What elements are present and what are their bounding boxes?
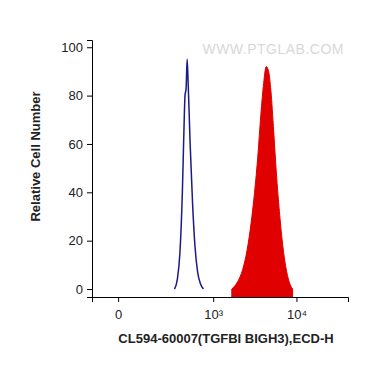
x-tick-label: 10³ bbox=[204, 307, 223, 322]
y-tick-label: 0 bbox=[76, 282, 83, 297]
y-axis-line bbox=[87, 41, 93, 298]
y-tick-mark bbox=[87, 289, 92, 290]
x-tick-label: 10⁴ bbox=[287, 307, 307, 322]
y-tick: 100 bbox=[61, 40, 92, 55]
y-tick-label: 20 bbox=[69, 233, 83, 248]
y-tick: 80 bbox=[69, 88, 92, 103]
x-axis: 0 10³ 10⁴ bbox=[93, 297, 349, 322]
y-tick: 60 bbox=[69, 137, 92, 152]
x-axis-line bbox=[93, 298, 349, 303]
y-tick-label: 80 bbox=[69, 88, 83, 103]
y-tick: 20 bbox=[69, 233, 92, 248]
marks bbox=[175, 59, 293, 297]
y-tick-label: 100 bbox=[61, 40, 83, 55]
y-tick-mark bbox=[87, 241, 92, 242]
x-axis-title: CL594-60007(TGFBI BIGH3),ECD-H bbox=[118, 331, 333, 346]
y-tick: 0 bbox=[76, 282, 92, 297]
y-axis: 0 20 40 60 80 100 bbox=[61, 40, 92, 298]
chart: WWW.PTGLAB.COM 0 10³ 10⁴ 0 20 40 60 80 100 CL594-6… bbox=[0, 0, 370, 367]
y-tick-mark bbox=[87, 192, 92, 193]
x-tick-mark bbox=[118, 297, 119, 302]
watermark: WWW.PTGLAB.COM bbox=[202, 41, 344, 57]
x-tick-mark bbox=[296, 297, 297, 302]
y-tick-label: 40 bbox=[69, 185, 83, 200]
y-tick: 40 bbox=[69, 185, 92, 200]
x-tick: 10³ bbox=[204, 297, 223, 322]
y-tick-mark bbox=[87, 144, 92, 145]
y-axis-title: Relative Cell Number bbox=[28, 91, 43, 221]
x-tick: 10⁴ bbox=[287, 297, 307, 322]
x-tick: 0 bbox=[115, 297, 122, 322]
y-tick-mark bbox=[87, 47, 92, 48]
y-tick-mark bbox=[87, 96, 92, 97]
histogram-area bbox=[232, 67, 293, 297]
x-tick-label: 0 bbox=[115, 307, 122, 322]
y-tick-label: 60 bbox=[69, 137, 83, 152]
histogram-line bbox=[175, 59, 204, 289]
plot: WWW.PTGLAB.COM 0 10³ 10⁴ 0 20 40 60 80 100 bbox=[61, 40, 348, 322]
x-tick-mark bbox=[213, 297, 214, 302]
